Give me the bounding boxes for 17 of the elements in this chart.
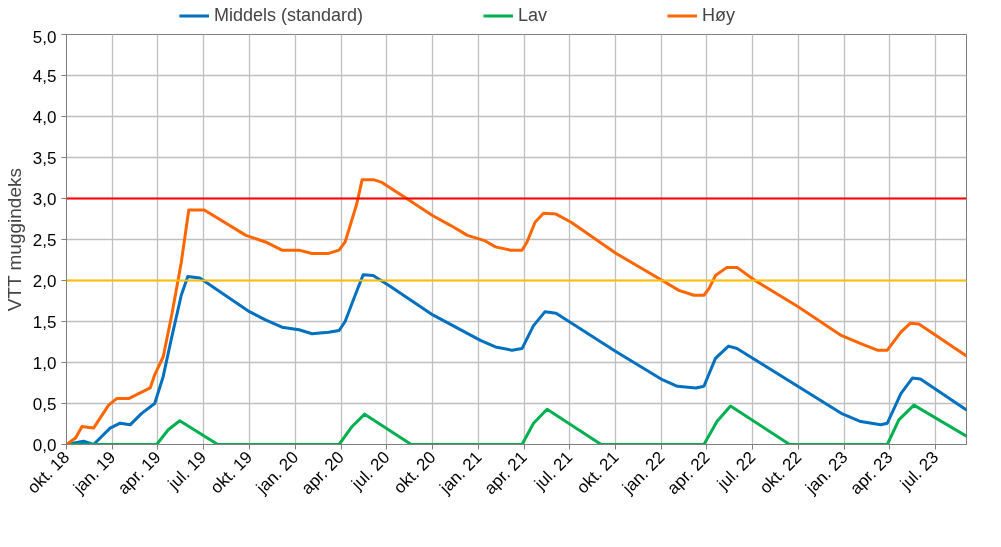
legend-label: Middels (standard) <box>213 4 363 26</box>
y-tick-label: 0,0 <box>32 435 57 455</box>
y-tick-label: 4,5 <box>32 66 57 86</box>
y-tick-label: 0,5 <box>32 394 57 414</box>
y-axis-title: VTT muggindeks <box>3 168 25 312</box>
y-tick-label: 3,0 <box>32 189 57 209</box>
y-tick-label: 2,5 <box>32 230 57 250</box>
y-tick-label: 5,0 <box>32 27 57 47</box>
y-tick-label: 1,5 <box>32 312 57 332</box>
x-tick-label: jul. 19 <box>163 447 211 494</box>
x-tick-label: jul. 23 <box>895 447 943 494</box>
y-tick-label: 1,0 <box>32 353 57 373</box>
y-tick-label: 4,0 <box>32 107 57 127</box>
legend-label: Høy <box>702 4 736 26</box>
y-tick-label: 3,5 <box>32 148 57 168</box>
legend-label: Lav <box>518 4 548 26</box>
y-tick-label: 2,0 <box>32 271 57 291</box>
